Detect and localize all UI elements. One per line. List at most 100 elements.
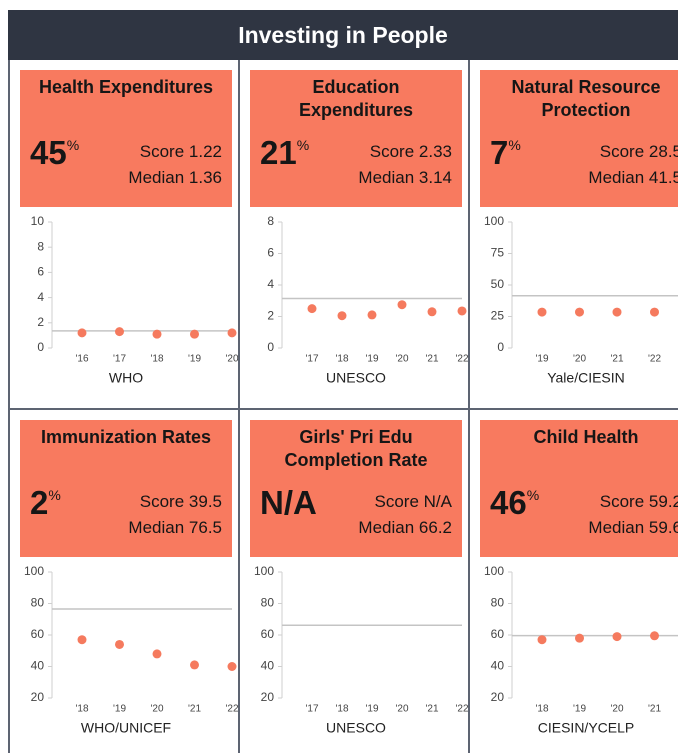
x-tick-label: '21 <box>425 704 438 715</box>
median-value: 41.5 <box>648 168 678 187</box>
score-value: 28.5 <box>648 142 678 161</box>
x-tick-label: '19 <box>188 354 201 365</box>
y-tick-label: 8 <box>267 214 274 228</box>
x-tick-label: '19 <box>113 704 126 715</box>
x-tick-label: '18 <box>75 704 88 715</box>
summary-box: Natural Resource Protection 7% Score 28.5 M… <box>480 70 678 207</box>
percent-value: N/A <box>260 484 317 521</box>
median-value: 3.14 <box>418 168 452 187</box>
percent-group: N/A <box>260 484 317 522</box>
x-tick-label: '19 <box>535 354 548 365</box>
chart: 20 40 60 80 100 '17 '18 '19 '20 '21 '22 UNESCO <box>254 564 469 736</box>
panel: Girls' Pri Edu Completion Rate N/A Score N… <box>238 410 469 753</box>
summary-box: Education Expenditures 21% Score 2.33 Media… <box>250 70 462 207</box>
panel-title: Immunization Rates <box>40 427 212 447</box>
percent-unit: % <box>526 487 540 503</box>
x-tick-label: '21 <box>648 704 661 715</box>
source-label: Yale/CIESIN <box>547 370 625 386</box>
data-point <box>152 649 162 659</box>
data-point <box>190 329 199 339</box>
data-point <box>397 300 407 310</box>
data-point <box>227 662 237 671</box>
median-row: Median 3.14 <box>358 168 452 188</box>
summary-box: Health Expenditures 45% Score 1.22 Median 1… <box>20 70 232 207</box>
y-tick-label: 10 <box>31 214 45 228</box>
y-tick-label: 4 <box>37 290 44 304</box>
percent-unit: % <box>508 137 521 153</box>
header-title: Investing in People <box>8 10 678 60</box>
y-tick-label: 60 <box>491 627 505 641</box>
median-label: Median <box>128 518 185 537</box>
x-tick-label: '17 <box>305 704 318 715</box>
percent-group: 2% <box>30 484 61 522</box>
x-tick-label: '19 <box>365 354 378 365</box>
y-tick-label: 6 <box>267 246 274 260</box>
data-point <box>612 307 622 317</box>
y-tick-label: 60 <box>31 627 45 641</box>
panel: Education Expenditures 21% Score 2.33 Media… <box>238 60 469 410</box>
x-tick-label: '20 <box>150 704 163 715</box>
score-row: Score 1.22 <box>140 142 222 162</box>
panel-title: Natural Resource Protection <box>511 77 661 120</box>
percent-group: 21% <box>260 134 309 172</box>
percent-value: 21 <box>260 134 297 171</box>
percent-unit: % <box>66 137 80 153</box>
score-label: Score <box>369 142 415 161</box>
x-tick-label: '21 <box>610 354 623 365</box>
x-tick-label: '18 <box>335 354 348 365</box>
y-tick-label: 80 <box>261 596 275 610</box>
score-row: Score 59.2 <box>600 492 678 512</box>
x-tick-label: '22 <box>455 704 468 715</box>
y-tick-label: 100 <box>484 214 504 228</box>
data-point <box>152 329 162 339</box>
data-point <box>537 635 547 645</box>
data-point <box>575 633 584 643</box>
source-label: WHO/UNICEF <box>81 720 171 736</box>
x-tick-label: '22 <box>648 354 661 365</box>
y-tick-label: 6 <box>37 265 44 279</box>
x-tick-label: '17 <box>113 354 126 365</box>
score-label: Score <box>139 492 185 511</box>
y-tick-label: 0 <box>497 340 504 354</box>
y-tick-label: 80 <box>491 596 505 610</box>
data-point <box>650 631 659 641</box>
data-point <box>337 311 347 321</box>
data-point <box>575 307 584 317</box>
score-value: N/A <box>423 492 452 511</box>
data-point <box>190 660 199 670</box>
summary-box: Girls' Pri Edu Completion Rate N/A Score N… <box>250 420 462 557</box>
x-tick-label: '21 <box>425 354 438 365</box>
score-value: 1.22 <box>188 142 222 161</box>
score-row: Score 39.5 <box>140 492 222 512</box>
y-tick-label: 100 <box>24 564 44 578</box>
percent-value: 2 <box>30 484 49 521</box>
y-tick-label: 4 <box>267 277 274 291</box>
x-tick-label: '20 <box>395 704 408 715</box>
x-tick-label: '20 <box>610 704 623 715</box>
panel: Health Expenditures 45% Score 1.22 Median 1… <box>8 60 239 410</box>
y-tick-label: 60 <box>261 627 275 641</box>
data-point <box>115 327 124 337</box>
x-tick-label: '21 <box>188 704 201 715</box>
data-point <box>650 307 659 317</box>
y-tick-label: 75 <box>491 246 505 260</box>
summary-box: Immunization Rates 2% Score 39.5 Median 76.… <box>20 420 232 557</box>
y-tick-label: 25 <box>491 309 505 323</box>
source-label: WHO <box>109 370 143 386</box>
panel-title: Girls' Pri Edu Completion Rate <box>284 427 428 470</box>
panel-title: Education Expenditures <box>298 77 414 120</box>
chart: 0 2 4 6 8 '17 '18 '19 '20 '21 '22 UNESCO <box>267 214 469 386</box>
percent-unit: % <box>48 487 61 503</box>
score-value: 59.2 <box>648 492 678 511</box>
y-tick-label: 40 <box>261 659 275 673</box>
percent-value: 46 <box>490 484 527 521</box>
y-tick-label: 0 <box>37 340 44 354</box>
x-tick-label: '22 <box>225 704 238 715</box>
data-point <box>612 632 622 642</box>
score-label: Score <box>599 142 645 161</box>
y-tick-label: 40 <box>31 659 45 673</box>
x-tick-label: '20 <box>573 354 586 365</box>
score-value: 2.33 <box>418 142 452 161</box>
